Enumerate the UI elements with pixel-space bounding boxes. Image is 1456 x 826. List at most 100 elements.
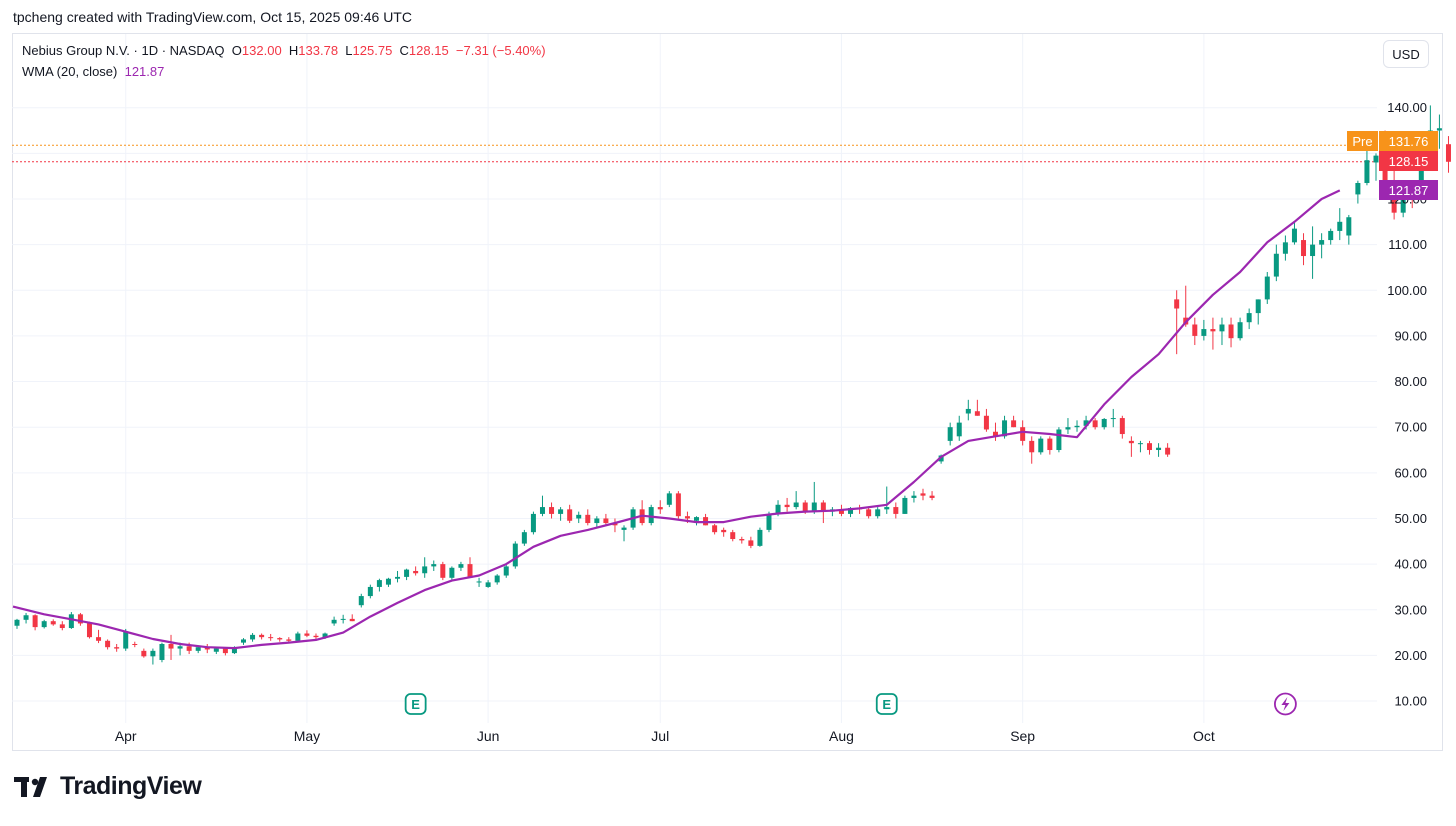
candle bbox=[458, 561, 464, 571]
chart-frame bbox=[12, 33, 1443, 751]
candle bbox=[1210, 317, 1216, 350]
candle-body bbox=[947, 427, 953, 441]
candle bbox=[1047, 436, 1053, 455]
y-tick-label: 140.00 bbox=[1387, 100, 1427, 115]
grid-lines bbox=[12, 34, 1377, 723]
candle-body bbox=[141, 650, 147, 657]
candle bbox=[1291, 221, 1297, 245]
candle bbox=[1038, 436, 1044, 455]
y-tick-label: 60.00 bbox=[1394, 465, 1427, 480]
candle bbox=[1373, 153, 1379, 181]
symbol-legend[interactable]: Nebius Group N.V. · 1D · NASDAQ O132.00 … bbox=[22, 43, 546, 58]
candle-body bbox=[539, 507, 545, 514]
candle bbox=[594, 516, 600, 528]
change-value: −7.31 (−5.40%) bbox=[455, 43, 546, 58]
candle-body bbox=[449, 567, 455, 578]
open-value: 132.00 bbox=[241, 43, 282, 58]
candle bbox=[875, 507, 881, 519]
candle-body bbox=[512, 543, 518, 567]
candle bbox=[50, 619, 56, 626]
indicator-legend[interactable]: WMA (20, close) 121.87 bbox=[22, 64, 164, 79]
candle-body bbox=[793, 502, 799, 508]
candle-body bbox=[50, 621, 56, 625]
candle bbox=[558, 507, 564, 521]
candle bbox=[367, 584, 373, 599]
candle bbox=[530, 511, 536, 535]
candle-body bbox=[1255, 299, 1261, 314]
candle bbox=[1364, 148, 1370, 186]
candle-body bbox=[884, 507, 890, 510]
wma-value-badge: 121.87 bbox=[1379, 180, 1438, 200]
candle bbox=[431, 560, 437, 571]
candle bbox=[96, 629, 102, 644]
wma-line bbox=[12, 189, 1341, 650]
x-tick-label: Jul bbox=[651, 728, 669, 744]
candle bbox=[965, 399, 971, 421]
candle-body bbox=[1418, 148, 1424, 195]
candle bbox=[358, 593, 364, 608]
candle-body bbox=[41, 621, 47, 628]
candle-body bbox=[132, 643, 138, 645]
candle-body bbox=[404, 569, 410, 577]
currency-button[interactable]: USD bbox=[1383, 40, 1429, 68]
candle-body bbox=[349, 618, 355, 622]
candle-body bbox=[14, 619, 20, 626]
candle-body bbox=[1355, 183, 1361, 195]
candle bbox=[585, 509, 591, 526]
high-label: H bbox=[288, 43, 299, 58]
candle-body bbox=[86, 623, 92, 638]
candle bbox=[476, 577, 482, 587]
candle-body bbox=[938, 455, 944, 462]
candle bbox=[675, 491, 681, 519]
candle-body bbox=[277, 638, 283, 640]
candle-body bbox=[549, 507, 555, 514]
candle-body bbox=[974, 411, 980, 416]
candle bbox=[295, 631, 301, 642]
candle-body bbox=[1002, 420, 1008, 437]
candle-body bbox=[1201, 329, 1207, 336]
candle bbox=[739, 536, 745, 544]
candle-body bbox=[1264, 276, 1270, 300]
candle bbox=[911, 491, 917, 503]
candle-body bbox=[503, 566, 509, 576]
candle bbox=[1074, 420, 1080, 432]
candle bbox=[1201, 319, 1207, 341]
candle-body bbox=[204, 647, 210, 650]
candle bbox=[23, 612, 29, 624]
candle bbox=[141, 648, 147, 658]
candle bbox=[1156, 443, 1162, 457]
close-value: 128.15 bbox=[408, 43, 449, 58]
candle-body bbox=[331, 619, 337, 624]
candle-body bbox=[1337, 221, 1343, 231]
candle-body bbox=[431, 564, 437, 567]
candle-body bbox=[666, 493, 672, 505]
candle-body bbox=[376, 580, 382, 587]
candle-body bbox=[494, 575, 500, 583]
candle-body bbox=[259, 634, 265, 638]
tradingview-logo[interactable]: TradingView bbox=[14, 772, 202, 801]
candle bbox=[1065, 418, 1071, 435]
candle bbox=[376, 578, 382, 592]
candle-body bbox=[268, 637, 274, 639]
candle bbox=[730, 529, 736, 542]
candle-body bbox=[1237, 322, 1243, 339]
y-tick-label: 40.00 bbox=[1394, 557, 1427, 572]
candle bbox=[1174, 290, 1180, 355]
candle bbox=[1192, 317, 1198, 346]
candle-body bbox=[440, 564, 446, 578]
y-tick-label: 80.00 bbox=[1394, 374, 1427, 389]
candle-body bbox=[241, 639, 246, 643]
candle-body bbox=[1436, 128, 1442, 131]
candle bbox=[86, 621, 92, 639]
candle-body bbox=[1291, 228, 1297, 243]
candle bbox=[250, 633, 256, 642]
close-label: C bbox=[399, 43, 409, 58]
x-tick-label: Aug bbox=[829, 728, 854, 744]
candle bbox=[648, 504, 654, 526]
candle bbox=[947, 422, 953, 446]
candle-body bbox=[1301, 240, 1307, 257]
candle-body bbox=[476, 581, 482, 583]
candle-body bbox=[929, 495, 935, 498]
candle bbox=[567, 504, 573, 524]
